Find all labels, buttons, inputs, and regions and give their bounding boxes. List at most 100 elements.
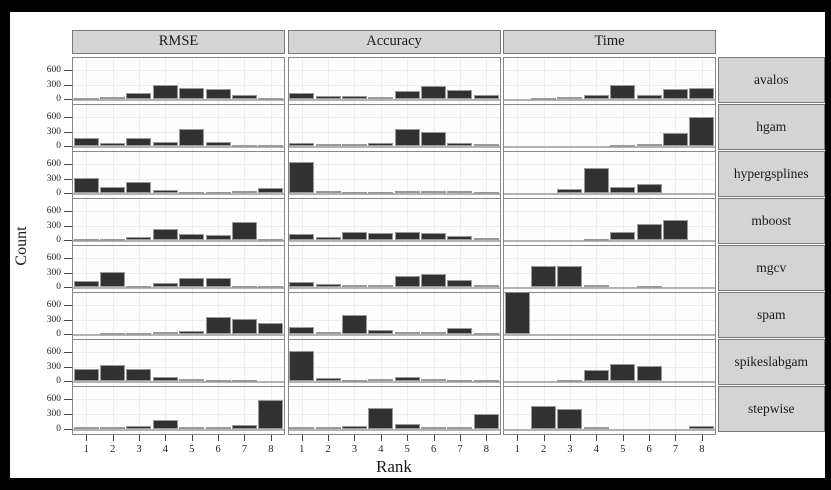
- gridline-vertical: [486, 293, 488, 340]
- gridline-horizontal: [73, 366, 284, 368]
- x-tick-label: 2: [540, 443, 547, 455]
- gridline-vertical: [543, 199, 545, 246]
- panel-mgcv-accuracy: [287, 245, 501, 294]
- x-tick-mark: [596, 434, 598, 441]
- bar-mgcv-time-rank3: [557, 266, 583, 288]
- gridline-vertical: [596, 199, 598, 246]
- gridline-vertical: [407, 340, 409, 387]
- bar-mgcv-rmse-rank8: [258, 285, 284, 288]
- gridline-vertical: [354, 58, 356, 105]
- gridline-horizontal: [504, 366, 715, 368]
- bar-avalos-time-rank3: [557, 96, 583, 100]
- bar-spikeslabgam-rmse-rank2: [100, 364, 126, 382]
- bar-mgcv-accuracy-rank1: [289, 282, 315, 288]
- gridline-vertical: [543, 105, 545, 152]
- x-tick-mark: [138, 434, 140, 441]
- gridline-vertical: [218, 387, 220, 434]
- gridline-vertical: [191, 246, 193, 293]
- gridline-vertical: [649, 293, 651, 340]
- gridline-vertical: [328, 152, 330, 199]
- x-tick-mark: [191, 434, 193, 441]
- y-tick-mark: [64, 428, 72, 430]
- gridline-vertical: [301, 58, 303, 105]
- gridline-vertical: [165, 105, 167, 152]
- gridline-vertical: [218, 246, 220, 293]
- bar-stepwise-accuracy-rank8: [473, 414, 499, 429]
- bar-mboost-accuracy-rank8: [473, 237, 499, 241]
- x-tick-label: 8: [483, 443, 489, 455]
- gridline-vertical: [407, 152, 409, 199]
- gridline-vertical: [596, 105, 598, 152]
- gridline-horizontal: [288, 305, 500, 307]
- gridline-vertical: [486, 152, 488, 199]
- gridline-vertical: [622, 105, 624, 152]
- gridline-vertical: [433, 387, 435, 434]
- y-tick-label: 0: [56, 94, 61, 105]
- gridline-horizontal: [288, 225, 500, 227]
- y-tick-label: 0: [56, 141, 61, 152]
- bar-hgam-rmse-rank6: [205, 142, 231, 147]
- gridline-vertical: [218, 340, 220, 387]
- y-tick-label: 600: [46, 300, 61, 311]
- gridline-vertical: [675, 387, 677, 434]
- gridline-vertical: [569, 340, 571, 387]
- bar-mboost-rmse-rank8: [258, 238, 284, 241]
- gridline-vertical: [486, 340, 488, 387]
- gridline-vertical: [354, 340, 356, 387]
- x-tick-mark: [433, 434, 435, 441]
- bar-avalos-accuracy-rank4: [368, 97, 394, 100]
- bar-mgcv-accuracy-rank2: [315, 283, 341, 288]
- panel-hypergsplines-time: [503, 151, 716, 200]
- x-tick-label: 7: [672, 443, 679, 455]
- gridline-vertical: [517, 387, 519, 434]
- gridline-vertical: [301, 387, 303, 434]
- gridline-vertical: [649, 105, 651, 152]
- gridline-vertical: [596, 340, 598, 387]
- bar-stepwise-time-rank8: [689, 425, 715, 429]
- bar-avalos-accuracy-rank6: [421, 86, 447, 100]
- gridline-vertical: [301, 293, 303, 340]
- bar-hgam-rmse-rank7: [231, 144, 257, 147]
- gridline-vertical: [191, 293, 193, 340]
- gridline-vertical: [517, 58, 519, 105]
- gridline-horizontal: [504, 178, 715, 180]
- x-tick-label: 5: [404, 443, 410, 455]
- panel-hgam-accuracy: [287, 104, 501, 153]
- gridline-vertical: [86, 246, 88, 293]
- bar-mboost-rmse-rank2: [100, 238, 126, 241]
- panel-spam-time: [503, 292, 716, 341]
- bar-mgcv-rmse-rank4: [152, 282, 178, 288]
- panel-mboost-time: [503, 198, 716, 247]
- bar-mboost-time-rank4: [583, 238, 609, 241]
- row-strip-avalos: avalos: [717, 57, 825, 103]
- zero-baseline: [288, 334, 500, 337]
- gridline-vertical: [596, 387, 598, 434]
- gridline-vertical: [459, 340, 461, 387]
- gridline-vertical: [138, 246, 140, 293]
- gridline-horizontal: [288, 272, 500, 274]
- gridline-horizontal: [504, 84, 715, 86]
- x-tick-mark: [301, 434, 303, 441]
- gridline-vertical: [354, 246, 356, 293]
- gridline-vertical: [622, 246, 624, 293]
- row-strip-hgam: hgam: [717, 104, 825, 150]
- bar-avalos-rmse-rank6: [205, 88, 231, 100]
- bar-hgam-rmse-rank2: [100, 142, 126, 147]
- gridline-vertical: [649, 199, 651, 246]
- bar-mboost-time-rank5: [610, 232, 636, 241]
- gridline-vertical: [112, 340, 114, 387]
- bar-spam-rmse-rank4: [152, 332, 178, 335]
- gridline-horizontal: [504, 225, 715, 227]
- bar-hgam-rmse-rank4: [152, 142, 178, 147]
- bar-avalos-accuracy-rank3: [341, 96, 367, 100]
- bar-avalos-time-rank7: [662, 89, 688, 100]
- gridline-vertical: [112, 105, 114, 152]
- gridline-vertical: [380, 58, 382, 105]
- y-tick-mark: [64, 334, 72, 336]
- bar-avalos-accuracy-rank5: [394, 91, 420, 100]
- bar-hgam-rmse-rank1: [73, 137, 99, 147]
- bar-stepwise-time-rank4: [583, 426, 609, 429]
- bar-spikeslabgam-accuracy-rank7: [447, 379, 473, 382]
- gridline-vertical: [569, 58, 571, 105]
- y-tick-label: 600: [46, 159, 61, 170]
